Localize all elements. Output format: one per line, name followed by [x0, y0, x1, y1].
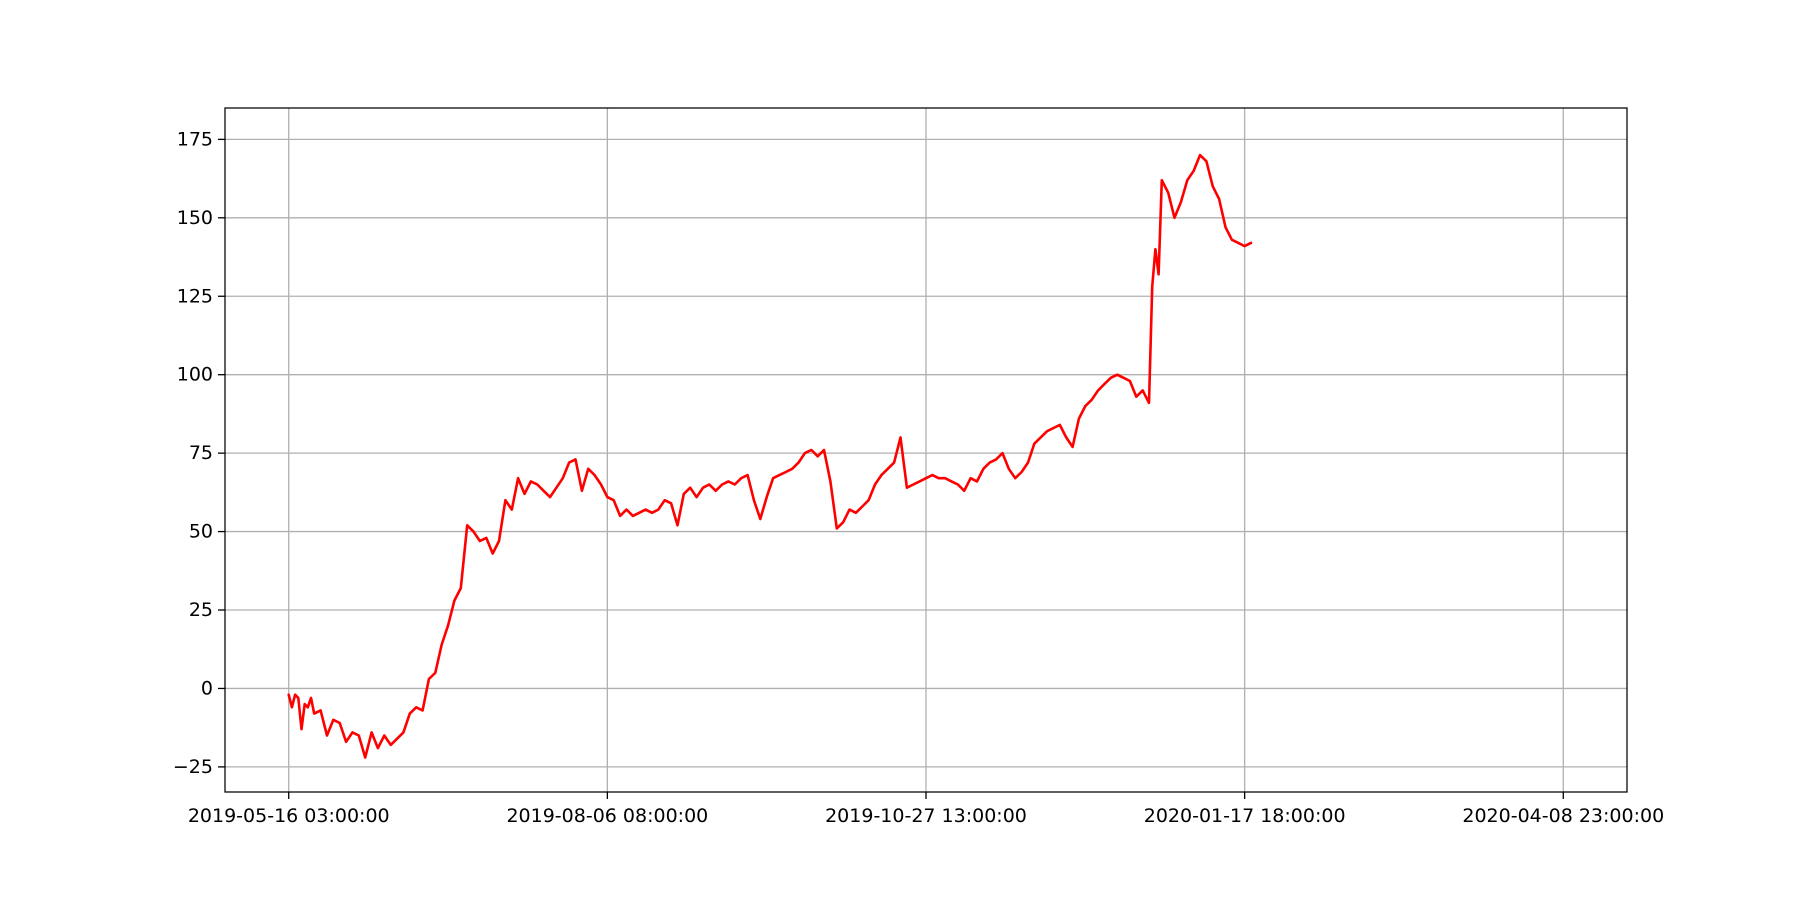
y-tick-label: 25 — [189, 599, 213, 621]
y-tick-label: 125 — [177, 285, 213, 307]
x-tick-label: 2019-10-27 13:00:00 — [825, 805, 1027, 827]
y-tick-label: 75 — [189, 442, 213, 464]
y-tick-label: 150 — [177, 207, 213, 229]
x-tick-label: 2020-01-17 18:00:00 — [1144, 805, 1346, 827]
x-tick-label: 2020-04-08 23:00:00 — [1462, 805, 1664, 827]
y-tick-label: −25 — [173, 756, 213, 778]
x-tick-label: 2019-08-06 08:00:00 — [506, 805, 708, 827]
y-tick-label: 100 — [177, 364, 213, 386]
series-line — [287, 153, 1253, 759]
y-tick-label: 0 — [201, 677, 213, 699]
y-tick-label: 50 — [189, 521, 213, 543]
x-tick-label: 2019-05-16 03:00:00 — [188, 805, 390, 827]
y-tick-label: 175 — [177, 128, 213, 150]
